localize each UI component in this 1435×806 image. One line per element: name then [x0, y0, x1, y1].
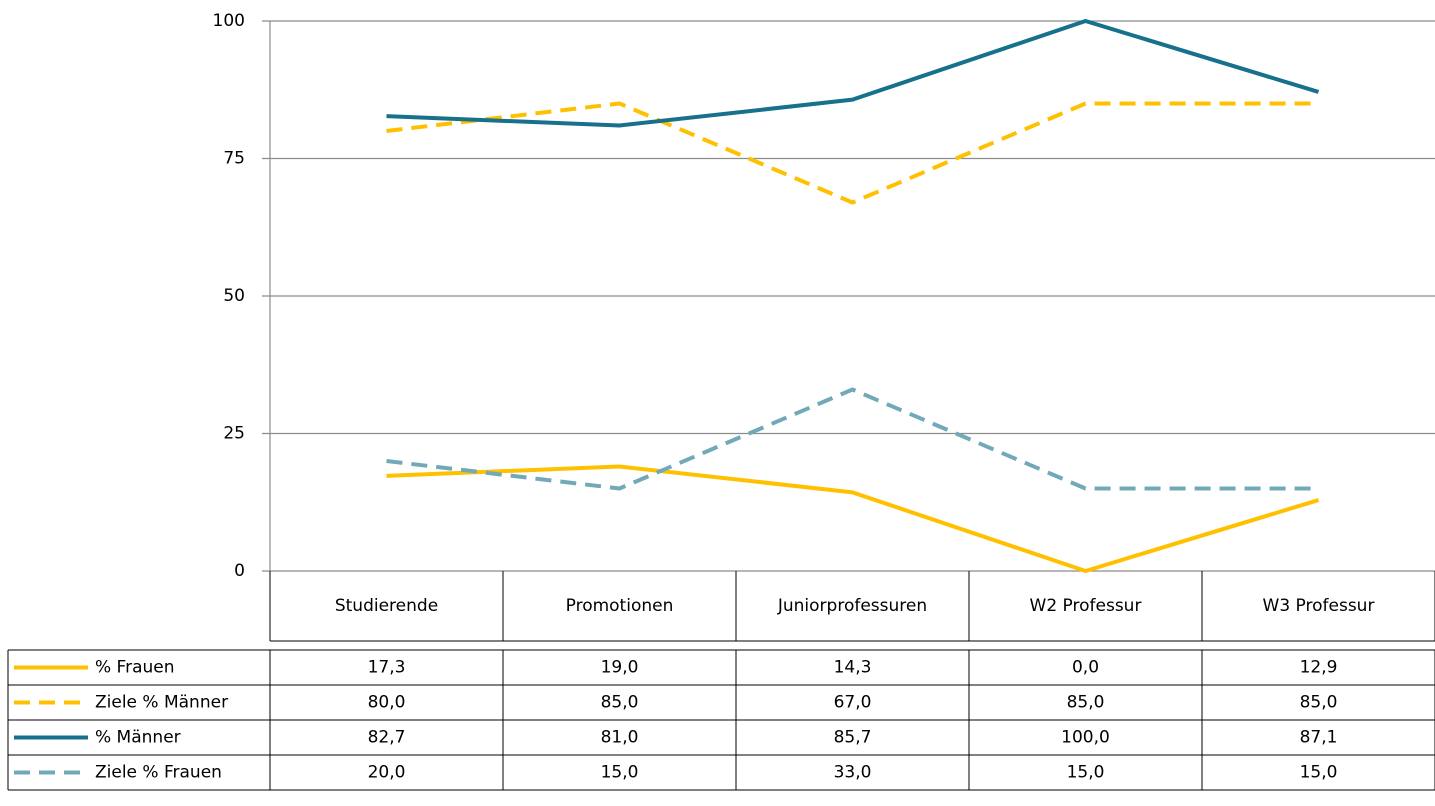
- series-line: [386, 101, 1319, 205]
- series-line: [386, 464, 1320, 573]
- series-line: [386, 387, 1319, 491]
- x-tick-label: W3 Professur: [1263, 596, 1375, 616]
- y-tick-label: 100: [213, 11, 245, 31]
- y-tick-label: 0: [234, 561, 245, 581]
- table-value: 17,3: [368, 658, 406, 678]
- table-value: 80,0: [368, 693, 406, 713]
- table-value: 85,0: [1067, 693, 1105, 713]
- table-value: 12,9: [1300, 658, 1338, 678]
- table-value: 100,0: [1061, 728, 1110, 748]
- y-tick-label: 75: [223, 149, 245, 169]
- x-tick-label: Juniorprofessuren: [777, 596, 927, 616]
- table-value: 15,0: [1067, 763, 1105, 783]
- y-tick-label: 25: [223, 424, 245, 444]
- table-value: 19,0: [601, 658, 639, 678]
- table-value: 81,0: [601, 728, 639, 748]
- table-value: 85,0: [601, 693, 639, 713]
- series-line: [386, 19, 1320, 128]
- table-value: 14,3: [834, 658, 872, 678]
- legend-label: % Männer: [95, 728, 181, 748]
- x-tick-label: W2 Professur: [1030, 596, 1142, 616]
- table-value: 87,1: [1300, 728, 1338, 748]
- table-value: 20,0: [368, 763, 406, 783]
- x-tick-label: Promotionen: [566, 596, 674, 616]
- legend-label: Ziele % Frauen: [95, 763, 222, 783]
- table-value: 85,7: [834, 728, 872, 748]
- table-value: 0,0: [1072, 658, 1099, 678]
- legend-label: Ziele % Männer: [95, 693, 228, 713]
- x-tick-label: Studierende: [335, 596, 438, 616]
- table-value: 85,0: [1300, 693, 1338, 713]
- table-value: 67,0: [834, 693, 872, 713]
- y-tick-label: 50: [223, 286, 245, 306]
- legend-label: % Frauen: [95, 658, 175, 678]
- table-value: 33,0: [834, 763, 872, 783]
- table-value: 15,0: [1300, 763, 1338, 783]
- table-value: 82,7: [368, 728, 406, 748]
- table-value: 15,0: [601, 763, 639, 783]
